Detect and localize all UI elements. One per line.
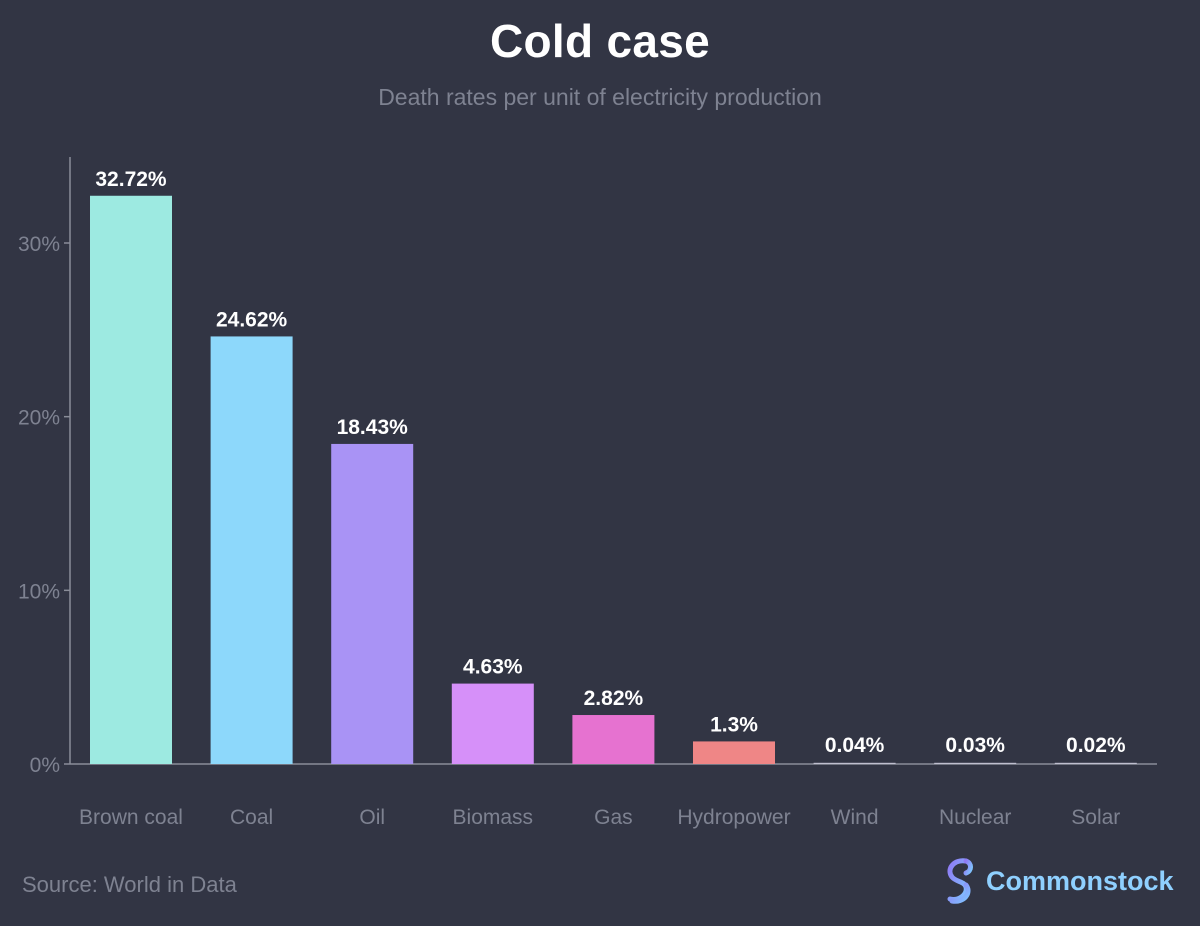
x-tick-label: Hydropower bbox=[677, 806, 790, 829]
x-tick-label: Solar bbox=[1071, 806, 1120, 829]
bar bbox=[813, 762, 896, 764]
bar bbox=[572, 715, 655, 764]
x-tick-label: Gas bbox=[594, 806, 633, 829]
bar-value-label: 0.03% bbox=[945, 734, 1005, 757]
bar bbox=[331, 443, 414, 764]
bar bbox=[210, 336, 293, 764]
bar-value-label: 4.63% bbox=[463, 656, 523, 679]
y-tick-label: 30% bbox=[18, 233, 60, 256]
bar-value-label: 18.43% bbox=[337, 416, 409, 439]
chart-subtitle: Death rates per unit of electricity prod… bbox=[378, 84, 822, 110]
x-tick-label: Coal bbox=[230, 806, 273, 829]
bar-value-label: 24.62% bbox=[216, 308, 288, 331]
x-tick-label: Brown coal bbox=[79, 806, 183, 829]
y-tick-label: 20% bbox=[18, 407, 60, 430]
bar-value-label: 0.04% bbox=[825, 734, 885, 757]
y-tick-label: 0% bbox=[30, 754, 60, 777]
bar-value-label: 1.3% bbox=[710, 713, 758, 736]
bar bbox=[934, 762, 1017, 764]
bar-value-label: 0.02% bbox=[1066, 734, 1126, 757]
bar bbox=[451, 683, 534, 764]
source-note: Source: World in Data bbox=[22, 872, 237, 897]
x-tick-label: Nuclear bbox=[939, 806, 1011, 829]
brand-logo: Commonstock bbox=[942, 856, 1174, 906]
bar-value-label: 2.82% bbox=[584, 687, 644, 710]
commonstock-logo-icon bbox=[947, 858, 973, 904]
x-tick-label: Oil bbox=[359, 806, 385, 829]
y-tick-label: 10% bbox=[18, 580, 60, 603]
bar bbox=[693, 741, 775, 764]
bar-value-label: 32.72% bbox=[95, 168, 167, 191]
x-tick-label: Biomass bbox=[453, 806, 534, 829]
chart-title: Cold case bbox=[489, 15, 710, 67]
x-tick-label: Wind bbox=[831, 806, 879, 829]
brand-name: Commonstock bbox=[986, 865, 1174, 896]
bar bbox=[1054, 762, 1137, 764]
bar bbox=[90, 195, 172, 764]
